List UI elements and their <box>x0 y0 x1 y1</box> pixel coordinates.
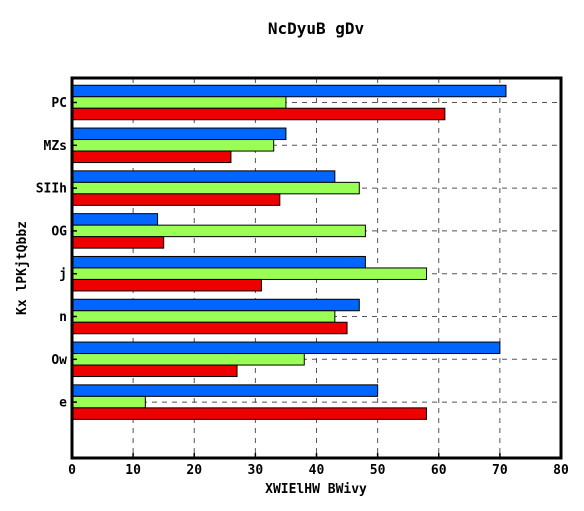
bar-n-series-3 <box>71 321 348 335</box>
bar-Ow-series-3 <box>71 364 238 378</box>
bar-OG-series-2 <box>71 224 366 238</box>
y-tick-label: n <box>59 310 67 325</box>
bars <box>71 84 507 420</box>
bar-PC-series-2 <box>71 96 287 109</box>
bar-OG-series-1 <box>71 213 159 226</box>
x-tick-label: 40 <box>309 463 325 478</box>
x-axis-ticks: 0 10 20 30 40 50 60 70 80 <box>68 453 569 478</box>
bar-PC-series-3 <box>71 107 446 121</box>
y-tick-label: PC <box>51 96 67 111</box>
y-tick-label: e <box>59 396 67 411</box>
bar-j-series-1 <box>71 255 366 269</box>
y-tick-label: MZs <box>44 139 67 154</box>
bar-PC-series-1 <box>71 84 507 98</box>
bar-Ow-series-1 <box>71 341 501 355</box>
x-tick-label: 50 <box>370 463 386 478</box>
bar-n-series-2 <box>71 310 336 323</box>
chart-title: NcDyuB gDv <box>268 19 365 38</box>
y-tick-label: SIIh <box>36 182 67 197</box>
bar-Ow-series-2 <box>71 353 305 366</box>
x-tick-label: 20 <box>186 463 202 478</box>
x-tick-label: 30 <box>248 463 264 478</box>
bar-MZs-series-3 <box>71 150 232 164</box>
bar-e-series-1 <box>71 384 379 397</box>
y-tick-label: Ow <box>51 353 67 368</box>
bar-SIIh-series-3 <box>71 193 281 206</box>
x-axis-label: XWIElHW BWivy <box>265 482 367 497</box>
x-tick-label: 10 <box>125 463 141 478</box>
bar-MZs-series-2 <box>71 139 275 152</box>
y-tick-label: OG <box>51 224 67 239</box>
x-tick-label: 80 <box>553 463 569 478</box>
y-axis-ticks: PC MZs SIIh OG j n Ow e <box>36 96 77 411</box>
bar-MZs-series-1 <box>71 127 287 141</box>
bar-j-series-3 <box>71 278 262 292</box>
bar-e-series-2 <box>71 395 146 409</box>
y-tick-label: j <box>59 267 67 282</box>
bar-n-series-1 <box>71 298 360 312</box>
bar-e-series-3 <box>71 407 428 420</box>
bar-j-series-2 <box>71 267 428 280</box>
x-tick-label: 70 <box>492 463 508 478</box>
x-tick-label: 0 <box>68 463 76 478</box>
x-tick-label: 60 <box>431 463 447 478</box>
bar-OG-series-3 <box>71 236 165 249</box>
bar-SIIh-series-1 <box>71 170 336 183</box>
y-axis-label: Kx lPKjtQbbz <box>15 221 30 315</box>
bar-SIIh-series-2 <box>71 181 360 195</box>
